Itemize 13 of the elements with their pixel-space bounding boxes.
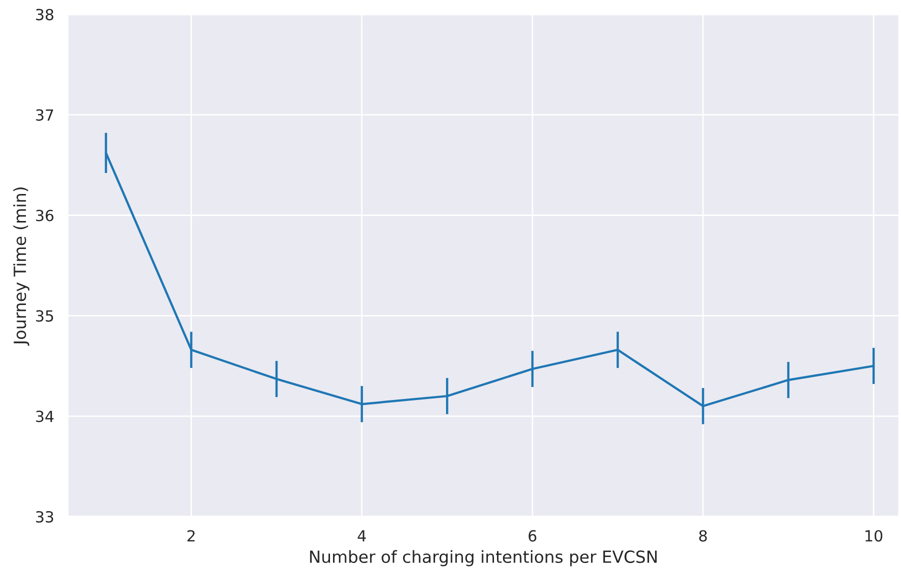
x-tick-label: 8 bbox=[699, 530, 707, 542]
y-tick-label: 36 bbox=[36, 210, 54, 222]
y-tick-label: 34 bbox=[36, 410, 54, 422]
x-tick-label: 6 bbox=[528, 530, 536, 542]
x-tick-label: 4 bbox=[358, 530, 366, 542]
y-tick-label: 33 bbox=[36, 511, 54, 523]
y-tick-label: 37 bbox=[36, 109, 54, 121]
y-tick-label: 38 bbox=[36, 8, 54, 20]
x-axis-title: Number of charging intentions per EVCSN bbox=[310, 550, 657, 566]
x-tick-label: 10 bbox=[866, 530, 882, 542]
x-tick-label: 2 bbox=[188, 530, 195, 542]
y-axis-title: Journey Time (min) bbox=[13, 188, 30, 346]
y-tick-label: 35 bbox=[36, 310, 54, 322]
